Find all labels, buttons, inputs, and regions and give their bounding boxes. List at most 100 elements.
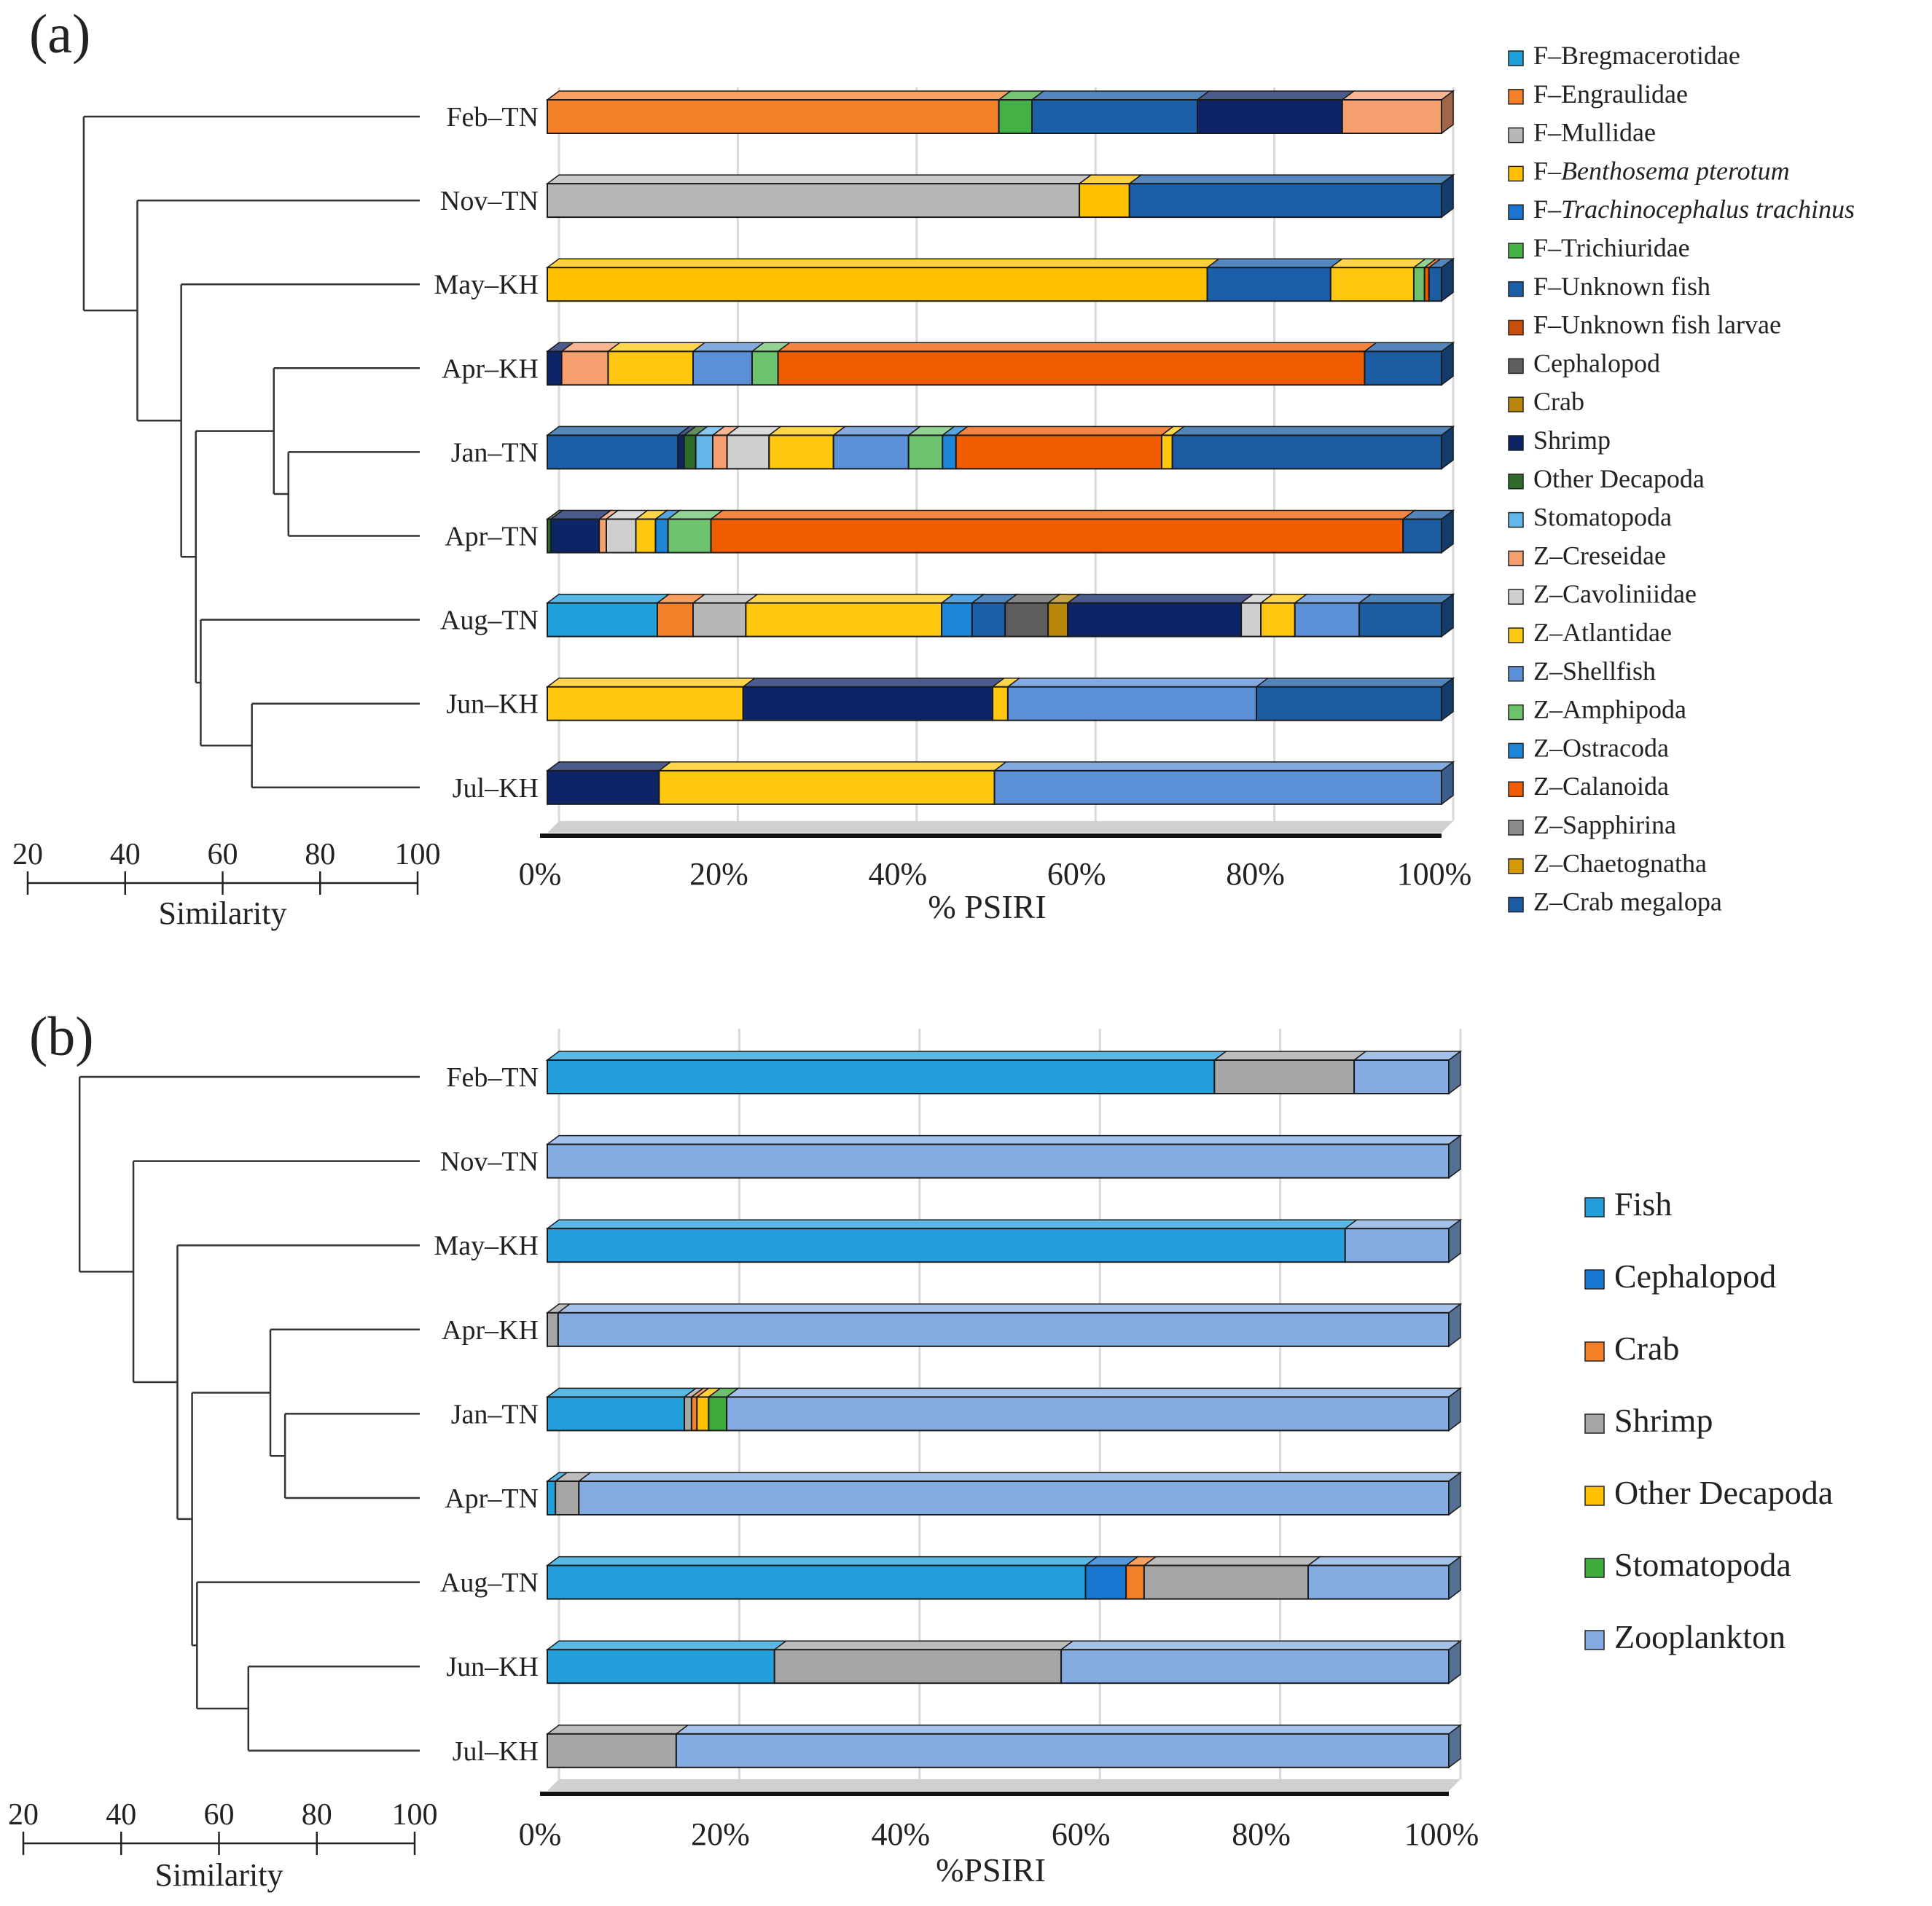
legend-label: Z–Ostracoda	[1533, 733, 1669, 762]
bar-segment-top	[1065, 593, 1255, 604]
bar-segment	[547, 434, 679, 470]
legend-swatch	[1508, 742, 1524, 759]
legend-label: F–Mullidae	[1533, 118, 1656, 147]
bar-segment-top	[744, 593, 955, 604]
bar-end-face	[1448, 1303, 1461, 1348]
bar-segment-top	[577, 1472, 1463, 1482]
bar-segment	[742, 686, 994, 721]
bar-segment	[690, 1396, 698, 1432]
bar-segment	[1079, 183, 1130, 219]
similarity-tick-label: 100	[395, 838, 441, 871]
bar-segment-top	[545, 1387, 698, 1398]
category-label: Jul–KH	[453, 773, 539, 804]
bar-segment	[745, 602, 943, 638]
legend-item: F–Unknown fish	[1508, 272, 1710, 301]
legend-item: Stomatopoda	[1584, 1546, 1791, 1583]
legend-label: Fish	[1614, 1185, 1672, 1223]
bar-segment	[547, 1311, 559, 1347]
legend-item: Crab	[1584, 1330, 1679, 1367]
bar-segment	[1197, 99, 1343, 134]
bar-segment	[547, 1649, 775, 1685]
legend-swatch	[1508, 319, 1524, 336]
bar-segment	[1031, 99, 1199, 134]
bar-segment	[547, 1564, 1087, 1600]
category-label: Aug–TN	[440, 1568, 539, 1599]
bar-segment	[547, 183, 1081, 219]
similarity-tick-label: 60	[208, 838, 238, 871]
legend-swatch	[1508, 666, 1524, 682]
bar-end-face	[1441, 677, 1454, 722]
bar-segment	[607, 350, 695, 386]
bar-segment	[1358, 602, 1442, 638]
x-tick-label: 80%	[1226, 856, 1285, 892]
bar-segment	[711, 434, 728, 470]
legend-swatch	[1584, 1413, 1605, 1434]
bar-segment	[547, 267, 1208, 302]
x-tick-label: 0%	[519, 1816, 562, 1852]
bar-segment	[656, 602, 695, 638]
bar-end-face	[1441, 173, 1454, 219]
bar-segment	[1067, 602, 1243, 638]
legend-item: Other Decapoda	[1508, 464, 1705, 493]
bar-segment	[605, 518, 637, 554]
category-label: Aug–TN	[440, 605, 539, 636]
bar-segment	[547, 1228, 1346, 1263]
legend-swatch	[1508, 781, 1524, 797]
bar-segment	[547, 1396, 686, 1432]
bar-segment	[547, 686, 744, 721]
bar-segment	[547, 602, 658, 638]
bar-segment-top	[1254, 677, 1455, 688]
bar-segment-top	[545, 1556, 1099, 1566]
bar-segment	[555, 1481, 580, 1515]
bar-end-face	[1441, 90, 1454, 135]
legend-label: Zooplankton	[1614, 1618, 1786, 1655]
bar-segment-top	[724, 1387, 1463, 1398]
bar-segment	[1060, 1649, 1450, 1685]
legend-swatch	[1584, 1197, 1605, 1217]
bar-segment	[1084, 1564, 1127, 1600]
bar-segment-top	[1352, 1051, 1463, 1061]
plot-floor	[547, 821, 1453, 833]
bar-segment-top	[776, 342, 1378, 353]
legend-swatch	[1508, 627, 1524, 643]
bar-segment	[1171, 434, 1442, 470]
bar-segment	[955, 434, 1162, 470]
bar-segment	[971, 602, 1006, 638]
bar-segment	[550, 518, 601, 554]
legend-swatch	[1584, 1558, 1605, 1578]
legend-label: Shrimp	[1533, 425, 1611, 455]
panel-label: (b)	[29, 1006, 94, 1067]
similarity-title: Similarity	[159, 895, 287, 931]
bar-segment	[726, 434, 770, 470]
legend-label: Z–Atlantidae	[1533, 618, 1672, 647]
legend-swatch	[1584, 1269, 1605, 1290]
bar-segment	[696, 1396, 710, 1432]
category-label: May–KH	[434, 270, 539, 300]
bar-segment	[547, 99, 1000, 134]
category-label: Apr–TN	[445, 1483, 539, 1514]
bar-segment-top	[545, 90, 1012, 101]
bar-segment	[547, 1481, 557, 1515]
bar-end-face	[1441, 509, 1454, 554]
x-tick-label: 20%	[691, 1816, 750, 1852]
bar-segment-top	[556, 1303, 1463, 1314]
legend-swatch	[1508, 127, 1524, 144]
bar-segment-top	[773, 1640, 1075, 1650]
bar-segment	[677, 434, 685, 470]
category-label: Jun–KH	[446, 689, 539, 720]
x-tick-label: 0%	[519, 856, 562, 892]
bar-segment-top	[1340, 90, 1455, 101]
bar-segment	[692, 350, 753, 386]
bar-segment-top	[1329, 258, 1428, 268]
legend-item: Z–Chaetognatha	[1508, 849, 1707, 878]
x-tick-label: 100%	[1397, 856, 1472, 892]
legend-item: Z–Atlantidae	[1508, 618, 1672, 647]
bar-segment	[547, 1733, 677, 1768]
category-label: Apr–KH	[442, 353, 539, 384]
bar-segment-top	[767, 425, 847, 436]
bar-segment-top	[954, 425, 1176, 436]
bar-segment	[1260, 602, 1296, 638]
legend-item: Fish	[1584, 1185, 1672, 1223]
legend-label: F–Bregmacerotidae	[1533, 41, 1740, 70]
legend-swatch	[1584, 1486, 1605, 1506]
